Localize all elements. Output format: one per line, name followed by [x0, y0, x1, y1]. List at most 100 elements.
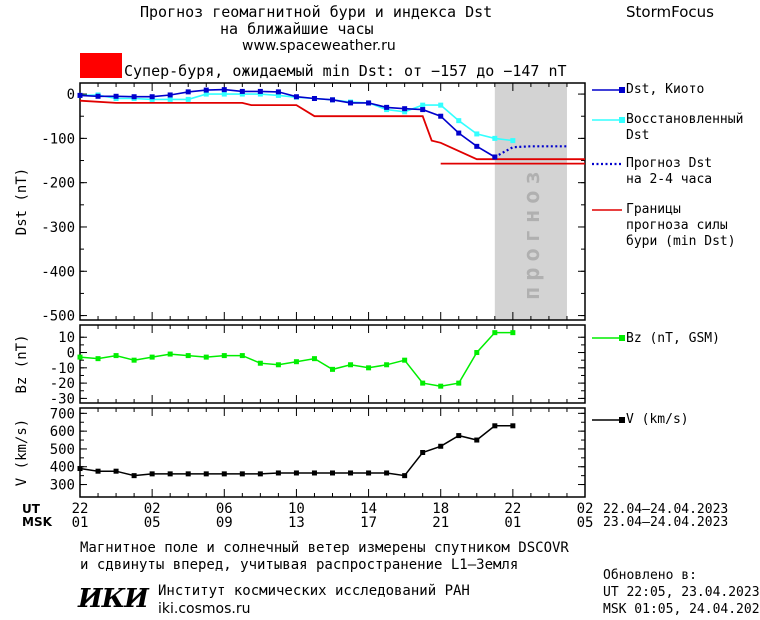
bz-series-point [257, 360, 263, 366]
speed-series-point [275, 470, 281, 476]
bz-series-point [366, 365, 372, 371]
dst-restored-series-point [203, 91, 209, 97]
dst-restored-series-point [221, 91, 227, 97]
institute-name: Институт космических исследований РАН [158, 583, 470, 599]
y-tick-label: -300 [41, 220, 75, 236]
dst-restored-series-point [474, 131, 480, 137]
y-tick-label: 700 [50, 406, 75, 422]
dst-restored-series-point [420, 102, 426, 108]
dst-kyoto-series-point [275, 89, 281, 95]
dst-kyoto-series-point [330, 97, 335, 103]
speed-series-point [185, 471, 191, 477]
msk-tick-label: 01 [504, 515, 521, 531]
y-tick-label: 0 [67, 87, 75, 103]
dst-kyoto-series-point [203, 87, 209, 93]
speed-series-point [131, 473, 137, 479]
alert-text: Супер-буря, ожидаемый min Dst: от −157 д… [124, 62, 567, 80]
dst-kyoto-series-point [95, 93, 101, 99]
speed-series-point [456, 433, 462, 439]
msk-tick-label: 01 [72, 515, 89, 531]
institute-site[interactable]: iki.cosmos.ru [158, 601, 251, 617]
dst-restored-series-point [149, 96, 155, 102]
dst-restored-series-point [510, 138, 516, 144]
bz-series-point [293, 359, 299, 365]
speed-series-point [239, 471, 245, 477]
brand-name: StormFocus [626, 3, 714, 21]
msk-tick-label: 09 [216, 515, 233, 531]
legend-dst-kyoto-symbol-marker [619, 87, 625, 93]
bounds-series [79, 99, 585, 161]
speed-series-point [510, 423, 516, 429]
speed-series-point [221, 471, 227, 477]
dst-restored-series-point [492, 135, 498, 141]
updated-msk: MSK 01:05, 24.04.2023 [603, 602, 760, 617]
dst-restored-series-point [402, 109, 408, 115]
footer-note-line2: и сдвинуты вперед, учитывая распростране… [80, 557, 519, 573]
bz-series-point [456, 380, 462, 386]
y-tick-label: 600 [50, 424, 75, 440]
forecast-window-label: прогноз [520, 165, 545, 300]
dst-kyoto-series-point [113, 93, 119, 99]
bz-series-point [438, 383, 444, 389]
speed-series-point [384, 470, 390, 476]
y-tick-label: -100 [41, 131, 75, 147]
bz-series-point [131, 357, 137, 363]
dst-restored-series-point [167, 96, 173, 102]
dst-kyoto-series-point [474, 143, 480, 149]
speed-series-point [149, 471, 155, 477]
bz-series-point [420, 380, 426, 386]
speed-series-point [366, 470, 372, 476]
y-tick-label: -200 [41, 176, 75, 192]
speed-series-point [257, 471, 263, 477]
dst-restored-series [79, 93, 513, 142]
dst-kyoto-series-point [348, 100, 354, 106]
alert-swatch [80, 53, 122, 78]
panel-frame [79, 324, 586, 404]
y-tick-label: 10 [58, 330, 75, 346]
speed-series-point [348, 470, 354, 476]
bz-series-point [149, 354, 155, 360]
speed-series [79, 425, 513, 477]
site-url[interactable]: www.spaceweather.ru [242, 38, 396, 54]
iki-logo[interactable]: ИКИ [78, 584, 149, 614]
legend-forecast-label-2: на 2-4 часа [626, 172, 713, 187]
dst-restored-series-point [239, 91, 245, 97]
bz-series-point [474, 350, 480, 356]
forecast-window [494, 83, 567, 320]
ut-axis-label: UT [22, 502, 40, 516]
ut-tick-label: 14 [360, 501, 377, 517]
y-tick-label: 0 [67, 346, 75, 362]
legend-bz-symbol-marker [619, 335, 625, 341]
ut-tick-label: 06 [216, 501, 233, 517]
speed-series-point [113, 468, 119, 474]
bz-series-point [510, 330, 516, 336]
dst-kyoto-series-point [221, 87, 227, 93]
dst-kyoto-series-point [420, 107, 426, 113]
bz-series-point [239, 353, 245, 359]
dst-kyoto-series-point [384, 104, 390, 110]
dst-kyoto-series-point [167, 92, 173, 98]
dst-kyoto-series-point [257, 88, 263, 94]
dst-restored-series-point [275, 92, 281, 98]
msk-tick-label: 05 [577, 515, 594, 531]
legend-bounds-label-3: бури (min Dst) [626, 234, 736, 249]
ut-tick-label: 22 [504, 501, 521, 517]
bz-series-point [185, 353, 191, 359]
speed-series-point [402, 473, 408, 479]
speed-series-point [474, 437, 480, 443]
speed-series-point [293, 470, 299, 476]
updated-ut: UT 22:05, 23.04.2023 [603, 585, 760, 600]
y-tick-label: -30 [50, 391, 75, 407]
speed-series-point [95, 468, 101, 474]
bz-series-point [221, 353, 227, 359]
legend-v-label: V (km/s) [626, 412, 689, 427]
footer-note-line1: Магнитное поле и солнечный ветер измерен… [80, 540, 569, 556]
y-axis-label: V (km/s) [14, 419, 30, 486]
msk-tick-label: 17 [360, 515, 377, 531]
y-tick-label: -10 [50, 361, 75, 377]
dst-kyoto-series-point [77, 92, 83, 98]
bz-series-point [311, 356, 317, 362]
legend-v-symbol-marker [619, 417, 625, 423]
